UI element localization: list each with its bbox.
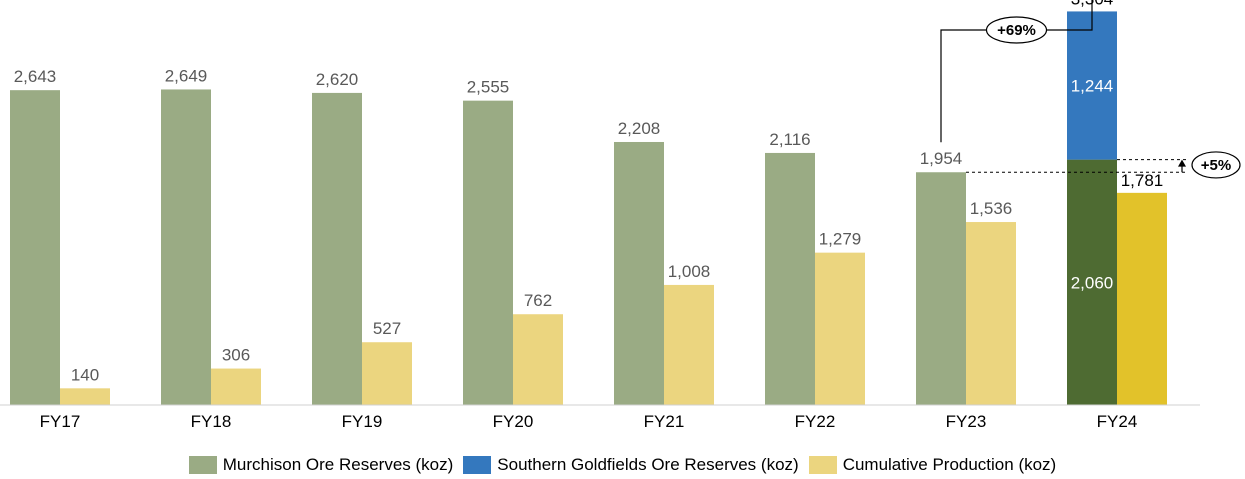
label-production-fy20: 762 — [524, 291, 552, 310]
label-production-fy21: 1,008 — [668, 262, 711, 281]
bar-production-fy22 — [815, 252, 865, 405]
bar-southern-fy24 — [1067, 11, 1117, 160]
label-murchison-fy18: 2,649 — [165, 66, 208, 85]
label-production-fy23: 1,536 — [970, 199, 1013, 218]
label-murchison-fy22: 2,116 — [769, 130, 810, 149]
tick-label-fy20: FY20 — [493, 412, 534, 431]
bar-murchison-fy17 — [10, 90, 60, 405]
legend-item-murchison: Murchison Ore Reserves (koz) — [188, 455, 454, 475]
legend-item-southern: Southern Goldfields Ore Reserves (koz) — [463, 455, 799, 475]
tick-label-fy19: FY19 — [342, 412, 383, 431]
tick-label-fy18: FY18 — [191, 412, 232, 431]
bar-murchison-fy20 — [463, 100, 513, 405]
label-murchison-fy19: 2,620 — [316, 70, 359, 89]
label-production-fy24: 1,781 — [1121, 171, 1164, 190]
growth-label-5: +5% — [1201, 157, 1231, 174]
bar-murchison-fy18 — [161, 89, 211, 406]
growth-bubble-5 — [1191, 151, 1241, 179]
tick-label-fy22: FY22 — [795, 412, 836, 431]
legend-item-production: Cumulative Production (koz) — [808, 455, 1057, 475]
bar-production-fy20 — [513, 314, 563, 405]
bar-murchison-fy23 — [916, 172, 966, 405]
label-murchison-fy17: 2,643 — [14, 67, 57, 86]
label-production-fy22: 1,279 — [819, 230, 862, 249]
legend-swatch-southern — [463, 456, 492, 474]
label-murchison-fy21: 2,208 — [618, 119, 661, 138]
tick-label-fy17: FY17 — [40, 412, 81, 431]
bar-murchison-fy19 — [312, 92, 362, 405]
legend-label-murchison: Murchison Ore Reserves (koz) — [222, 455, 454, 474]
tick-label-fy23: FY23 — [946, 412, 987, 431]
bar-murchison-fy21 — [614, 141, 664, 406]
bar-production-fy24 — [1117, 192, 1167, 405]
legend-label-production: Cumulative Production (koz) — [842, 455, 1057, 474]
label-production-fy18: 306 — [222, 346, 250, 365]
bar-murchison-fy22 — [765, 152, 815, 405]
label-murchison-fy23: 1,954 — [920, 149, 963, 168]
label-production-fy17: 140 — [71, 365, 99, 384]
bar-production-fy17 — [60, 388, 110, 405]
chart: 2,643 140 2,649 306 2,620 527 2,555 762 2,208 1,0… — [0, 0, 1241, 431]
tick-label-fy21: FY21 — [644, 412, 685, 431]
tick-label-fy24: FY24 — [1097, 412, 1138, 431]
bar-production-fy23 — [966, 222, 1016, 405]
growth-arrow-5-head — [1178, 159, 1186, 167]
growth-label-69: +69% — [997, 22, 1036, 39]
label-southern-fy24: 1,244 — [1071, 77, 1114, 96]
bar-production-fy19 — [362, 342, 412, 405]
growth-bubble-69 — [985, 16, 1048, 44]
legend-swatch-production — [808, 456, 837, 474]
legend: Murchison Ore Reserves (koz) Southern Go… — [0, 452, 1245, 478]
bar-production-fy21 — [664, 284, 714, 405]
legend-label-southern: Southern Goldfields Ore Reserves (koz) — [497, 455, 799, 474]
bar-production-fy18 — [211, 368, 261, 405]
label-production-fy19: 527 — [373, 319, 401, 338]
label-murchison-fy20: 2,555 — [467, 78, 510, 97]
legend-swatch-murchison — [188, 456, 217, 474]
label-murchison-fy24: 2,060 — [1071, 273, 1114, 292]
bar-murchison-fy24 — [1067, 159, 1117, 405]
